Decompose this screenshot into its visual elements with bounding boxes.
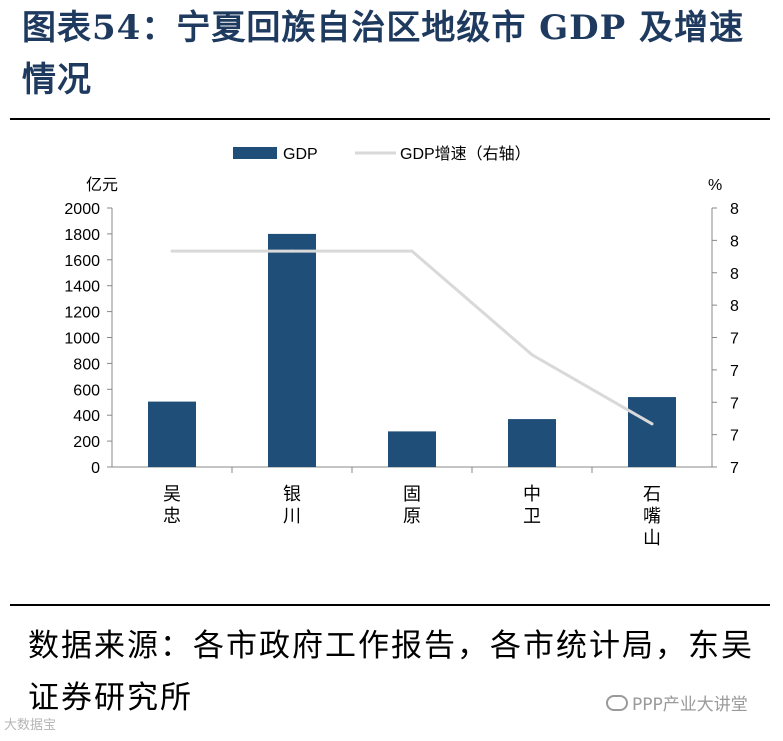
right-tick-label: 8: [730, 233, 739, 250]
right-tick-label: 7: [730, 460, 739, 477]
growth-line: [172, 249, 653, 426]
watermark-right: PPP产业大讲堂: [606, 690, 748, 715]
left-tick-label: 1600: [64, 253, 100, 270]
left-tick-label: 400: [73, 408, 100, 425]
category-label: 嘴: [643, 506, 661, 526]
source-note: 数据来源：各市政府工作报告，各市统计局，东吴证券研究所: [28, 628, 754, 716]
chart-legend: GDP GDP增速（右轴）: [233, 145, 531, 163]
category-label: 忠: [163, 506, 181, 526]
growth-point: [530, 353, 534, 357]
gdp-chart: GDP GDP增速（右轴） 亿元 % 0 200 400 600 800 1000 1200…: [64, 145, 739, 548]
left-tick-label: 600: [73, 382, 100, 399]
gdp-bar: [268, 233, 316, 467]
watermark-right-label: PPP产业大讲堂: [632, 695, 748, 715]
watermark-left: 大数据宝: [4, 718, 57, 733]
category-label: 卫: [523, 506, 541, 526]
left-tick-label: 2000: [64, 201, 100, 218]
category-label: 中: [523, 484, 541, 504]
left-tick-label: 1400: [64, 279, 100, 296]
gdp-bar: [148, 401, 196, 467]
category-label: 吴: [163, 484, 181, 504]
legend-gdp-label: GDP: [283, 146, 318, 163]
right-tick-label: 7: [730, 428, 739, 445]
category-label: 山: [643, 528, 661, 548]
left-tick-label: 800: [73, 356, 100, 373]
growth-point: [170, 249, 174, 253]
right-tick-label: 8: [730, 298, 739, 315]
bottom-divider: [10, 604, 770, 606]
legend-growth-label: GDP增速（右轴）: [400, 145, 531, 163]
left-tick-label: 1800: [64, 227, 100, 244]
right-tick-label: 7: [730, 395, 739, 412]
right-tick-label: 8: [730, 201, 739, 218]
legend-gdp-swatch: [233, 147, 277, 159]
category-label: 原: [403, 506, 421, 526]
category-label: 固: [403, 484, 421, 504]
growth-point: [650, 422, 654, 426]
gdp-bar: [388, 431, 436, 467]
gdp-bar: [628, 397, 676, 467]
left-tick-label: 200: [73, 434, 100, 451]
wechat-icon: [606, 695, 628, 711]
growth-point: [410, 249, 414, 253]
right-tick-label: 7: [730, 331, 739, 348]
category-label: 川: [283, 506, 301, 526]
right-axis-unit: %: [708, 177, 722, 194]
left-tick-label: 1200: [64, 305, 100, 322]
category-label: 石: [643, 484, 661, 504]
gdp-bar: [508, 419, 556, 467]
right-tick-label: 8: [730, 266, 739, 283]
top-divider: [10, 118, 770, 120]
left-axis-unit: 亿元: [86, 176, 118, 194]
chart-title: 图表54：宁夏回族自治区地级市 GDP 及增速情况: [22, 8, 745, 100]
right-tick-label: 7: [730, 363, 739, 380]
left-tick-label: 0: [91, 460, 100, 477]
category-label: 银: [283, 484, 301, 504]
growth-point: [290, 249, 294, 253]
left-tick-label: 1000: [64, 331, 100, 348]
